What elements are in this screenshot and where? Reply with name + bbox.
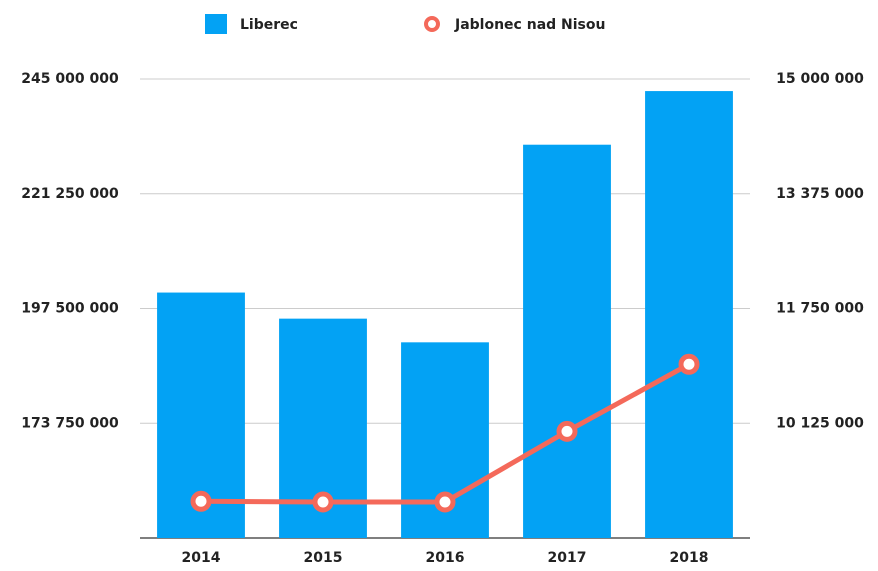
x-tick-label: 2015	[304, 550, 343, 566]
point	[190, 490, 212, 512]
y-tick-label: 173 750 000	[21, 415, 119, 431]
point	[434, 491, 456, 513]
x-tick-label: 2018	[670, 550, 709, 566]
y-tick-label: 245 000 000	[21, 71, 119, 87]
y2-tick-label: 13 375 000	[776, 186, 864, 202]
x-tick-label: 2017	[548, 550, 587, 566]
y-tick-label: 197 500 000	[21, 301, 119, 317]
bar	[523, 144, 611, 538]
legend-swatch	[424, 16, 440, 32]
point	[312, 491, 334, 513]
legend-swatch	[205, 14, 227, 34]
x-tick-label: 2014	[182, 550, 221, 566]
point	[678, 353, 700, 375]
y2-tick-label: 15 000 000	[776, 71, 864, 87]
bar	[645, 91, 733, 538]
legend-label: Liberec	[240, 17, 298, 33]
y2-tick-label: 10 125 000	[776, 415, 864, 431]
y2-tick-label: 11 750 000	[776, 301, 864, 317]
x-tick-label: 2016	[426, 550, 465, 566]
legend-label: Jablonec nad Nisou	[454, 17, 605, 33]
y-tick-label: 221 250 000	[21, 186, 119, 202]
point	[556, 420, 578, 442]
